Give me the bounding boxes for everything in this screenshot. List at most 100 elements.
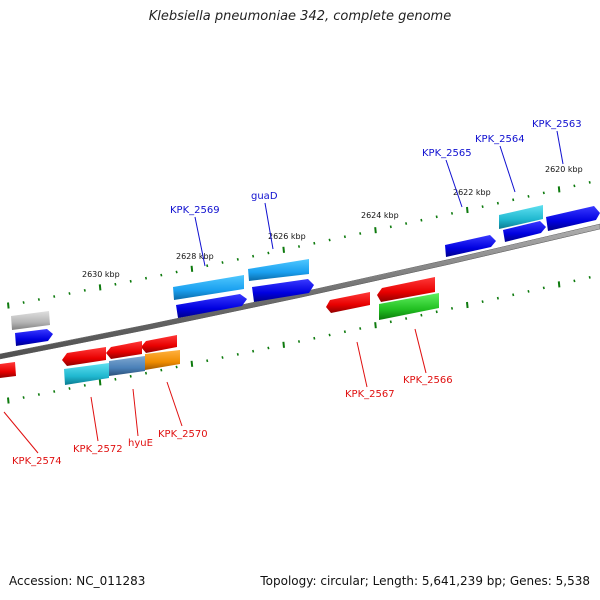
scale-tick — [267, 251, 270, 255]
scale-tick — [236, 353, 239, 356]
scale-tick — [374, 322, 377, 329]
scale-tick — [221, 356, 224, 359]
scale-tick — [435, 310, 438, 314]
leader-line — [194, 216, 206, 267]
scale-tick — [144, 276, 148, 280]
scale-tick — [282, 246, 285, 253]
gene-feature[interactable] — [499, 205, 543, 229]
scale-tick — [527, 290, 530, 293]
scale-tick — [190, 360, 194, 367]
scale-label: 2624 kbp — [361, 211, 399, 220]
scale-tick — [542, 191, 545, 195]
leader-line — [556, 130, 564, 165]
gene-label-kpk-2567[interactable]: KPK_2567 — [345, 389, 395, 400]
gene-feature[interactable] — [326, 292, 370, 313]
gene-feature[interactable] — [546, 206, 600, 231]
gene-feature[interactable] — [109, 356, 145, 376]
scale-tick — [466, 206, 469, 214]
scale-tick — [359, 232, 362, 235]
gene-feature[interactable] — [248, 259, 309, 281]
scale-tick — [374, 227, 377, 234]
scale-label: 2626 kbp — [268, 232, 306, 241]
scale-tick — [98, 284, 102, 291]
scale-tick — [7, 302, 10, 309]
gene-feature[interactable] — [173, 275, 244, 300]
scale-tick — [160, 273, 163, 277]
scale-tick — [206, 264, 209, 268]
scale-tick — [359, 327, 362, 330]
gene-feature[interactable] — [445, 235, 496, 257]
scale-tick — [175, 270, 178, 274]
scale-tick — [221, 261, 224, 264]
map-title: Klebsiella pneumoniae 342, complete geno… — [148, 9, 452, 24]
gene-feature[interactable] — [15, 329, 53, 346]
scale-tick — [37, 393, 40, 396]
scale-tick — [405, 317, 408, 320]
gene-feature[interactable] — [11, 311, 50, 330]
forward-strand-genes — [11, 205, 600, 346]
gene-feature[interactable] — [379, 293, 439, 320]
gene-label-hyue[interactable]: hyuE — [128, 438, 153, 449]
reverse-label-leaders — [3, 328, 427, 454]
scale-tick — [389, 320, 392, 324]
scale-tick — [160, 368, 163, 372]
scale-label: 2620 kbp — [545, 165, 583, 174]
scale-tick — [405, 222, 408, 225]
scale-tick — [114, 377, 117, 381]
gene-label-guad[interactable]: guaD — [251, 191, 278, 202]
scale-tick — [22, 396, 25, 399]
scale-tick — [588, 276, 591, 279]
scale-label: 2630 kbp — [82, 270, 120, 279]
inner-scale-ticks — [7, 276, 591, 404]
scale-tick — [22, 301, 25, 304]
scale-tick — [450, 307, 454, 310]
leader-line — [445, 159, 463, 208]
forward-gene-labels: KPK_2563 KPK_2564 KPK_2565 guaD KPK_2569 — [170, 119, 582, 216]
scale-label: 2628 kbp — [176, 252, 214, 261]
gene-label-kpk-2565[interactable]: KPK_2565 — [422, 148, 472, 159]
gene-feature[interactable] — [0, 362, 16, 378]
scale-tick — [313, 241, 316, 245]
forward-label-leaders — [194, 130, 564, 267]
genome-summary-text: Topology: circular; Length: 5,641,239 bp… — [260, 574, 590, 588]
scale-tick — [68, 387, 71, 390]
gene-feature[interactable] — [62, 347, 106, 366]
scale-tick — [53, 295, 56, 298]
gene-feature[interactable] — [176, 294, 247, 318]
gene-feature[interactable] — [252, 279, 314, 302]
scale-tick — [236, 258, 239, 261]
scale-tick — [297, 340, 301, 343]
leader-line — [264, 202, 274, 250]
gene-label-kpk-2570[interactable]: KPK_2570 — [158, 429, 208, 440]
scale-tick — [252, 254, 255, 258]
leader-line — [356, 341, 368, 388]
scale-tick — [420, 313, 423, 317]
gene-feature[interactable] — [503, 221, 546, 242]
gene-label-kpk-2574[interactable]: KPK_2574 — [12, 456, 62, 467]
leader-line — [132, 388, 139, 437]
scale-tick — [68, 292, 71, 295]
gene-feature[interactable] — [377, 277, 435, 302]
gene-feature[interactable] — [145, 350, 180, 370]
scale-tick — [114, 282, 117, 286]
gene-label-kpk-2564[interactable]: KPK_2564 — [475, 134, 525, 145]
scale-labels: 2620 kbp 2622 kbp 2624 kbp 2626 kbp 2628… — [82, 165, 583, 279]
scale-tick — [527, 195, 530, 198]
gene-label-kpk-2563[interactable]: KPK_2563 — [532, 119, 582, 130]
gene-label-kpk-2572[interactable]: KPK_2572 — [73, 444, 123, 455]
scale-tick — [83, 289, 86, 292]
gene-feature[interactable] — [106, 341, 142, 359]
gene-label-kpk-2569[interactable]: KPK_2569 — [170, 205, 220, 216]
gene-label-kpk-2566[interactable]: KPK_2566 — [403, 375, 453, 386]
scale-tick — [389, 225, 392, 229]
leader-line — [3, 411, 39, 454]
scale-tick — [512, 198, 515, 202]
scale-tick — [557, 281, 561, 288]
scale-tick — [313, 336, 316, 340]
gene-feature[interactable] — [64, 363, 109, 385]
scale-tick — [53, 390, 56, 393]
scale-tick — [343, 235, 346, 239]
leader-line — [90, 396, 99, 442]
gene-feature[interactable] — [141, 335, 177, 353]
